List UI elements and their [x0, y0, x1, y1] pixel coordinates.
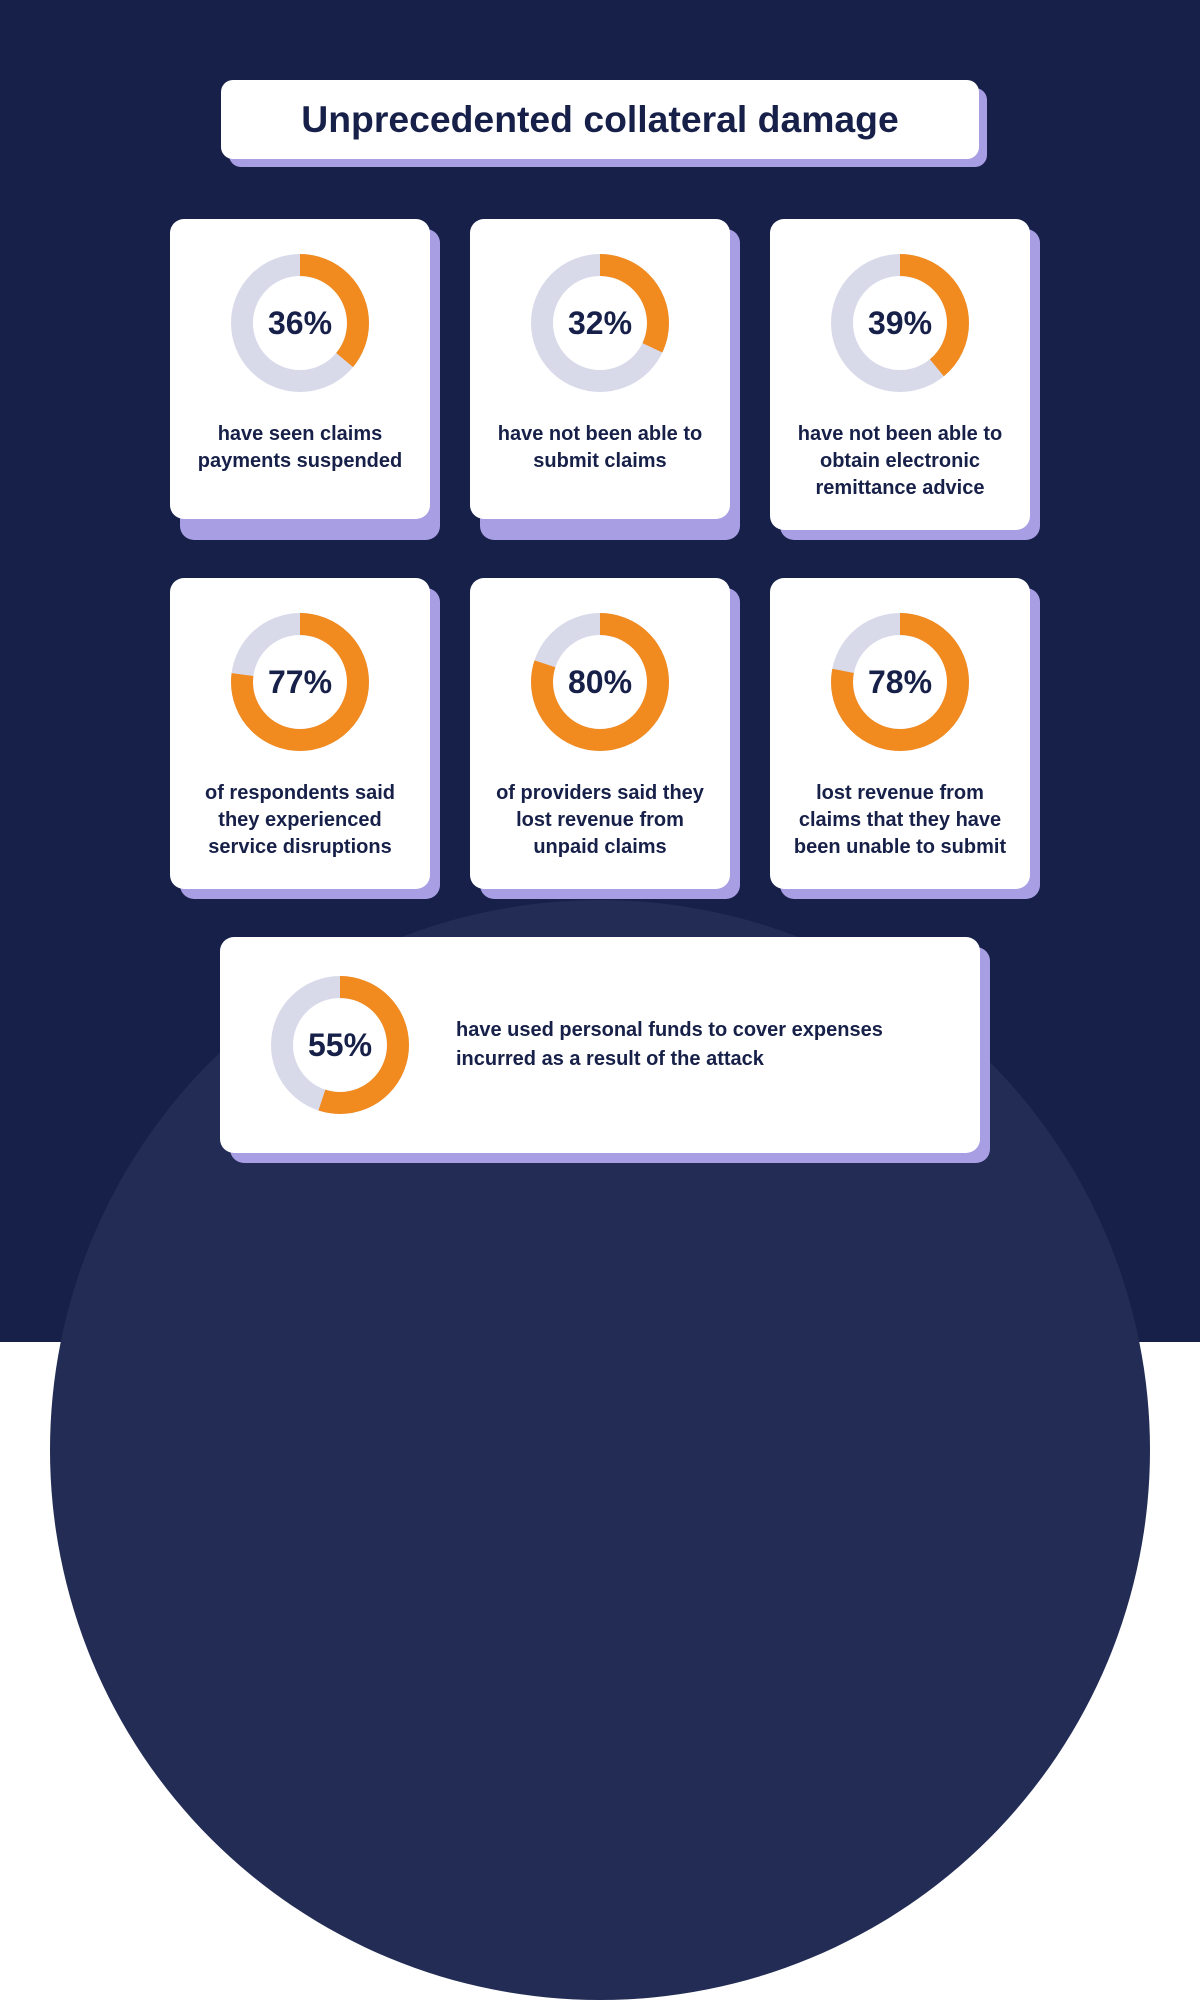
title-card: Unprecedented collateral damage [221, 80, 978, 159]
stat-card: 78% lost revenue from claims that they ha… [770, 578, 1030, 889]
donut-percent-label: 77% [220, 602, 380, 762]
stat-card: 77% of respondents said they experienced … [170, 578, 430, 889]
stat-card-wrap: 39% have not been able to obtain electron… [770, 219, 1030, 530]
stat-card: 36% have seen claims payments suspended [170, 219, 430, 519]
stat-label: lost revenue from claims that they have … [790, 780, 1010, 861]
donut-percent-label: 39% [820, 243, 980, 403]
stat-label: of providers said they lost revenue from… [490, 780, 710, 861]
donut-chart: 39% [820, 243, 980, 403]
stat-label: have used personal funds to cover expens… [456, 1016, 940, 1074]
wide-stat-card: 55% have used personal funds to cover ex… [220, 937, 980, 1153]
stat-label: have not been able to obtain electronic … [790, 421, 1010, 502]
donut-chart: 55% [260, 965, 420, 1125]
infographic-content: Unprecedented collateral damage 36% have … [0, 0, 1200, 1342]
stat-label: have seen claims payments suspended [190, 421, 410, 475]
stat-card-wrap: 77% of respondents said they experienced … [170, 578, 430, 889]
stat-card-wrap: 36% have seen claims payments suspended [170, 219, 430, 530]
stat-card-wrap: 78% lost revenue from claims that they ha… [770, 578, 1030, 889]
donut-chart: 77% [220, 602, 380, 762]
donut-chart: 78% [820, 602, 980, 762]
stat-card-wrap: 80% of providers said they lost revenue f… [470, 578, 730, 889]
donut-chart: 32% [520, 243, 680, 403]
stat-label: of respondents said they experienced ser… [190, 780, 410, 861]
stat-card-wrap: 32% have not been able to submit claims [470, 219, 730, 530]
donut-chart: 80% [520, 602, 680, 762]
donut-percent-label: 32% [520, 243, 680, 403]
donut-chart: 36% [220, 243, 380, 403]
donut-percent-label: 55% [260, 965, 420, 1125]
stat-card: 80% of providers said they lost revenue f… [470, 578, 730, 889]
donut-percent-label: 80% [520, 602, 680, 762]
stat-card: 39% have not been able to obtain electron… [770, 219, 1030, 530]
donut-percent-label: 36% [220, 243, 380, 403]
title-container: Unprecedented collateral damage [221, 80, 978, 159]
stat-grid: 36% have seen claims payments suspended 32… [170, 219, 1030, 889]
donut-percent-label: 78% [820, 602, 980, 762]
wide-stat-container: 55% have used personal funds to cover ex… [220, 937, 980, 1153]
stat-card: 32% have not been able to submit claims [470, 219, 730, 519]
page-title: Unprecedented collateral damage [301, 98, 898, 141]
stat-label: have not been able to submit claims [490, 421, 710, 475]
